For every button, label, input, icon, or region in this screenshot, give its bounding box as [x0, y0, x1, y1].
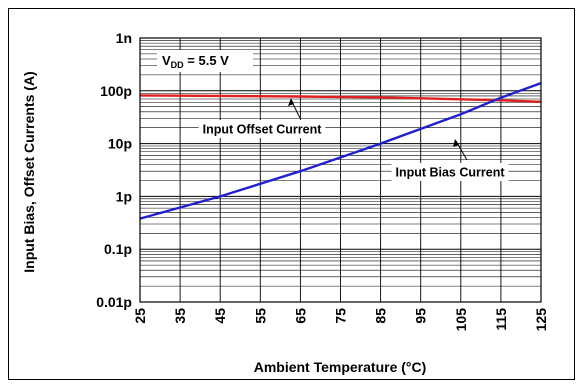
y-tick-label: 0.01p: [96, 294, 132, 310]
annotation-offset-current-text: Input Offset Current: [203, 123, 323, 137]
condition-text: VDD = 5.5 V: [162, 53, 229, 70]
chart-frame: [8, 8, 575, 380]
x-tick-label: 95: [413, 308, 429, 324]
plot-area-border: [139, 37, 542, 303]
x-tick-label: 45: [212, 308, 228, 324]
annotation-bias-current-text: Input Bias Current: [395, 166, 505, 180]
x-tick-label: 85: [373, 308, 389, 324]
x-tick-label: 75: [333, 308, 349, 324]
annotation-bias-arrowhead: [453, 139, 459, 147]
x-axis-label: Ambient Temperature (°C): [254, 359, 427, 375]
x-tick-label: 65: [292, 308, 308, 324]
y-tick-label: 100p: [100, 83, 132, 99]
series-line-input-bias-current: [139, 81, 542, 220]
y-tick-label: 1n: [116, 30, 132, 46]
x-tick-label: 105: [453, 308, 469, 332]
annotation-bias-current-bg: [391, 163, 509, 181]
annotations: VDD = 5.5 V Input Offset Current Input Bia…: [157, 50, 509, 181]
y-tick-label: 1p: [116, 188, 132, 204]
annotation-offset-arrowhead: [288, 98, 294, 106]
x-tick-label: 25: [132, 308, 148, 324]
series-layer: [139, 81, 542, 220]
x-tick-label: 115: [493, 308, 509, 331]
x-tick-label: 55: [252, 308, 268, 324]
x-tick-label: 35: [172, 308, 188, 324]
y-tick-label: 10p: [108, 136, 132, 152]
y-tick-label: 0.1p: [104, 241, 132, 257]
x-tick-label: 125: [533, 308, 549, 332]
x-tick-labels: 25 35 45 55 65 75 85 95 105 115 125: [132, 308, 549, 332]
annotation-offset-current-bg: [198, 120, 326, 138]
y-tick-labels: 0.01p 0.1p 1p 10p 100p 1n: [96, 30, 132, 310]
condition-bg: [157, 50, 253, 72]
annotation-offset-current: Input Offset Current: [198, 120, 326, 138]
annotation-bias-current: Input Bias Current: [391, 163, 509, 181]
condition-label: VDD = 5.5 V: [157, 50, 253, 72]
y-axis-label: Input Bias, Offset Currents (A): [21, 71, 37, 272]
